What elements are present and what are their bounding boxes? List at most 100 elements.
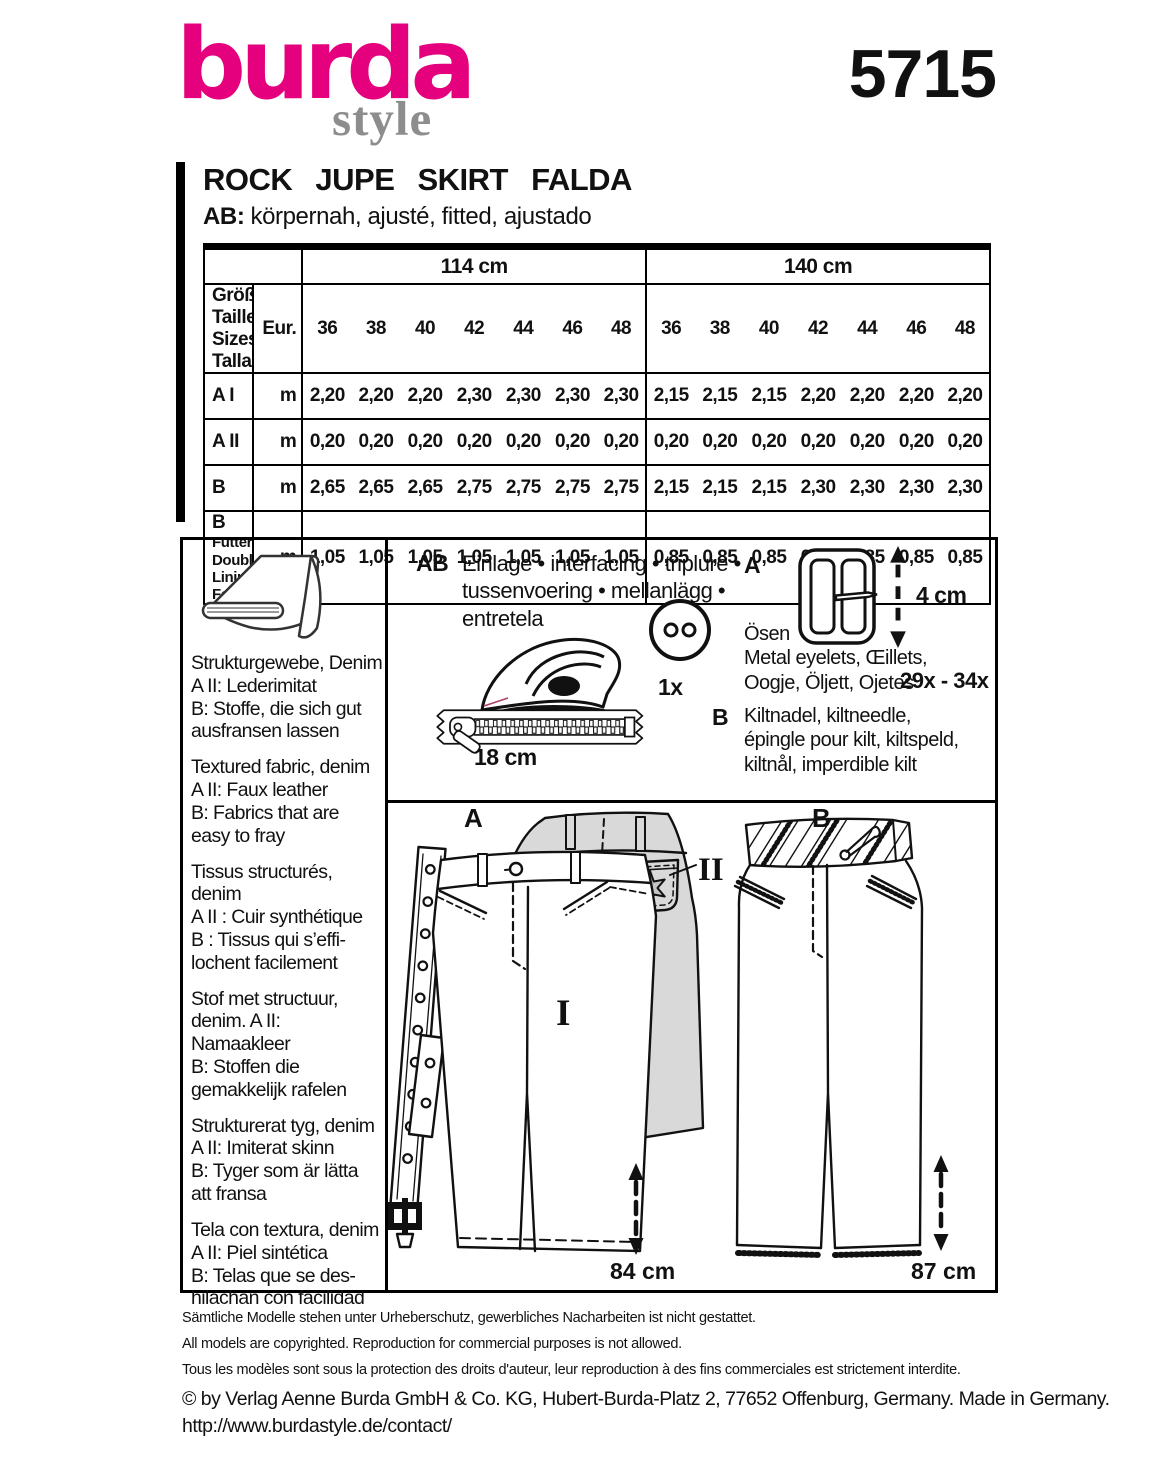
yardage-value-cell: 2,15 bbox=[695, 372, 745, 420]
yardage-value-cell: 2,20 bbox=[793, 372, 843, 420]
yardage-value-cell: 2,65 bbox=[302, 464, 352, 512]
yardage-value-cell: 2,20 bbox=[842, 372, 892, 420]
yardage-value-cell: 2,20 bbox=[302, 372, 352, 420]
yardage-value-cell: 0,20 bbox=[940, 418, 990, 466]
skirt-b-length-arrow-icon bbox=[933, 1155, 949, 1251]
yardage-value-cell: 2,75 bbox=[547, 464, 597, 512]
notions-ab-label: AB bbox=[416, 550, 449, 576]
view-2-label: II bbox=[698, 852, 724, 888]
unit-cell: m bbox=[253, 372, 304, 420]
yardage-value-cell: 2,30 bbox=[842, 464, 892, 512]
yardage-value-cell: 0,20 bbox=[400, 418, 450, 466]
yardage-value-cell: 2,15 bbox=[695, 464, 745, 512]
technical-drawings: II I bbox=[388, 803, 976, 1284]
yardage-value-cell: 2,30 bbox=[891, 464, 941, 512]
size-header-cell: 36 bbox=[645, 282, 696, 374]
yardage-value-cell: 2,30 bbox=[498, 372, 548, 420]
copyright-line-fr: Tous les modèles sont sous la protection… bbox=[182, 1362, 961, 1378]
yardage-value-cell: 2,15 bbox=[744, 372, 794, 420]
yardage-value-cell: 0,20 bbox=[302, 418, 352, 466]
yardage-value-cell: 2,75 bbox=[498, 464, 548, 512]
yardage-value-cell: 2,15 bbox=[645, 464, 696, 512]
yardage-value-cell: 0,20 bbox=[793, 418, 843, 466]
button-count: 1x bbox=[658, 674, 683, 700]
yardage-value-cell: 2,30 bbox=[597, 372, 647, 420]
kilt-pin-icon bbox=[839, 825, 881, 861]
buckle-height-arrow-icon bbox=[890, 546, 906, 648]
skirt-b-drawing bbox=[733, 817, 924, 1258]
yardage-value-cell: 2,30 bbox=[547, 372, 597, 420]
size-header-cell: 48 bbox=[940, 282, 990, 374]
fabric-paragraph: Strukturgewebe, Denim A II: Lederimitat … bbox=[191, 652, 383, 743]
yardage-value-cell: 2,65 bbox=[351, 464, 401, 512]
yardage-value-cell: 0,20 bbox=[891, 418, 941, 466]
yardage-value-cell: 0,85 bbox=[695, 510, 745, 605]
fabric-paragraph: Strukturerat tyg, denim A II: Imiterat s… bbox=[191, 1114, 375, 1206]
page-title: ROCK JUPE SKIRT FALDA bbox=[203, 162, 632, 197]
eur-label-cell: Eur. bbox=[253, 282, 304, 374]
fabric-width-header: 114 cm bbox=[440, 254, 509, 278]
size-header-cell: 42 bbox=[793, 282, 843, 374]
table-corner-cell bbox=[204, 246, 304, 284]
size-header-cell: 44 bbox=[842, 282, 892, 374]
yardage-value-cell: 2,20 bbox=[400, 372, 450, 420]
size-header-cell: 40 bbox=[400, 282, 450, 374]
yardage-value-cell: 0,85 bbox=[744, 510, 794, 605]
kilt-pin-text: Kiltnadel, kiltneedle, épingle pour kilt… bbox=[744, 705, 959, 776]
subtitle-views-label: AB: bbox=[203, 203, 245, 230]
size-header-cell: 36 bbox=[302, 282, 352, 374]
yardage-value-cell: 2,75 bbox=[449, 464, 499, 512]
subtitle-text: körpernah, ajusté, fitted, ajustado bbox=[250, 203, 592, 230]
button-icon bbox=[649, 599, 711, 661]
buckle-icon bbox=[798, 548, 878, 645]
size-header-cell: 40 bbox=[744, 282, 794, 374]
fabric-recommendation-column: Strukturgewebe, Denim A II: Lederimitat … bbox=[183, 540, 388, 1309]
skirt-b-length: 87 cm bbox=[911, 1258, 976, 1284]
yardage-value-cell: 0,20 bbox=[597, 418, 647, 466]
fabric-paragraph: Textured fabric, denim A II: Faux leathe… bbox=[191, 756, 370, 847]
view-a-label: A bbox=[464, 803, 483, 833]
yardage-value-cell: 0,20 bbox=[351, 418, 401, 466]
row-label-cell: A I bbox=[204, 372, 255, 420]
yardage-value-cell: 0,20 bbox=[498, 418, 548, 466]
size-header-cell: 44 bbox=[498, 282, 548, 374]
zipper-icon bbox=[436, 709, 644, 754]
publisher-copyright: © by Verlag Aenne Burda GmbH & Co. KG, H… bbox=[182, 1388, 1110, 1410]
fabric-recommendations: Strukturgewebe, Denim A II: Lederimitat … bbox=[191, 652, 383, 1323]
size-header-cell: 48 bbox=[597, 282, 647, 374]
yardage-value-cell: 2,75 bbox=[597, 464, 647, 512]
yardage-value-cell: 0,20 bbox=[695, 418, 745, 466]
notion-b-label: B bbox=[712, 704, 729, 730]
fabric-bolt-icon bbox=[201, 554, 322, 639]
table-row: Größen Tailles Sizes TallasEur.363840424… bbox=[204, 282, 990, 374]
contact-url: http://www.burdastyle.de/contact/ bbox=[182, 1415, 452, 1437]
sizes-label-cell: Größen Tailles Sizes Tallas bbox=[204, 282, 255, 374]
skirt-a-front-view bbox=[431, 850, 658, 1253]
buckle-size-label: 4 cm bbox=[916, 582, 967, 608]
view-1-label: I bbox=[556, 993, 570, 1034]
copyright-line-de: Sämtliche Modelle stehen unter Urhebersc… bbox=[182, 1310, 756, 1326]
page-subtitle: AB: körpernah, ajusté, fitted, ajustado bbox=[203, 203, 592, 231]
notion-a-label: A bbox=[744, 552, 761, 578]
yardage-value-cell: 0,85 bbox=[645, 510, 696, 605]
technical-drawings-box: II I bbox=[388, 803, 995, 1290]
yardage-value-cell: 2,30 bbox=[793, 464, 843, 512]
burda-logo: burda bbox=[176, 8, 477, 122]
yardage-value-cell: 1,05 bbox=[400, 510, 450, 605]
fabric-width-header: 140 cm bbox=[645, 246, 990, 284]
table-row: 114 cm 140 cm bbox=[204, 246, 990, 284]
interfacing-text: Einlage • interfacing • triplure • tusse… bbox=[462, 551, 741, 631]
yardage-value-cell: 0,20 bbox=[645, 418, 696, 466]
yardage-value-cell: 2,30 bbox=[940, 464, 990, 512]
size-header-cell: 38 bbox=[695, 282, 745, 374]
copyright-line-en: All models are copyrighted. Reproduction… bbox=[182, 1336, 682, 1352]
unit-cell: m bbox=[253, 418, 304, 466]
skirt-a-length-arrow-icon bbox=[628, 1163, 644, 1255]
yardage-value-cell: 2,20 bbox=[940, 372, 990, 420]
yardage-value-cell: 0,85 bbox=[940, 510, 990, 605]
yardage-value-cell: 0,20 bbox=[547, 418, 597, 466]
notions-box: AB Einlage • interfacing • triplure • tu… bbox=[388, 540, 995, 803]
